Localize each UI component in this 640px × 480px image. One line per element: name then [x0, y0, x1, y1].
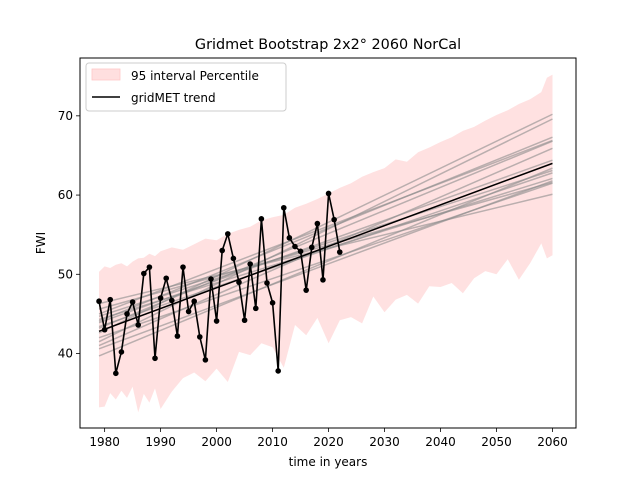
- observed-point-2001: [219, 247, 225, 254]
- observed-point-1994: [180, 264, 186, 270]
- observed-point-2000: [213, 318, 220, 324]
- plot-area: [96, 74, 553, 413]
- y-tick-label-40: 40: [58, 347, 73, 361]
- observed-point-1979: [96, 298, 102, 305]
- x-axis-label: time in years: [289, 455, 368, 469]
- y-tick-label-60: 60: [58, 188, 73, 202]
- legend-label-band: 95 interval Percentile: [131, 69, 259, 83]
- observed-point-1986: [135, 322, 142, 328]
- observed-point-2015: [297, 248, 304, 255]
- x-tick-label-2040: 2040: [425, 435, 456, 449]
- observed-point-2021: [331, 216, 337, 223]
- observed-point-2004: [236, 279, 242, 286]
- observed-point-2020: [325, 190, 332, 197]
- x-axis: 1980 1990 2000 2010 2020 2030 2040 2050 2060: [89, 428, 568, 449]
- observed-point-2017: [308, 244, 315, 251]
- x-tick-label-2010: 2010: [257, 435, 288, 449]
- observed-point-2013: [286, 235, 293, 241]
- observed-point-1981: [107, 296, 114, 303]
- observed-point-1989: [152, 355, 158, 362]
- x-tick-label-2050: 2050: [481, 435, 512, 449]
- x-tick-label-1980: 1980: [89, 435, 120, 449]
- x-tick-label-2030: 2030: [369, 435, 400, 449]
- observed-point-2010: [269, 300, 276, 306]
- observed-point-2018: [314, 220, 321, 227]
- observed-point-2002: [224, 231, 231, 237]
- x-tick-label-2020: 2020: [313, 435, 344, 449]
- observed-point-1996: [191, 298, 198, 305]
- observed-point-1985: [129, 299, 136, 305]
- observed-point-2019: [320, 277, 326, 283]
- observed-point-2022: [336, 249, 343, 255]
- observed-point-2003: [230, 255, 237, 262]
- observed-point-1995: [185, 308, 192, 315]
- bootstrap-trend-line-10: [98, 172, 553, 328]
- observed-point-2007: [252, 305, 259, 312]
- observed-point-2008: [258, 216, 265, 222]
- bootstrap-trend-line-14: [98, 182, 553, 339]
- observed-point-1998: [202, 357, 209, 363]
- observed-point-2009: [264, 280, 270, 286]
- y-tick-label-50: 50: [58, 267, 73, 281]
- observed-point-1984: [124, 311, 130, 317]
- observed-point-1988: [146, 264, 153, 270]
- observed-point-1997: [197, 334, 203, 340]
- axes-frame: [79, 57, 577, 429]
- observed-point-1987: [141, 270, 147, 277]
- observed-point-1990: [157, 295, 164, 301]
- bootstrap-trend-line-8: [98, 167, 553, 357]
- x-tick-label-1990: 1990: [145, 435, 176, 449]
- observed-point-2005: [241, 317, 248, 324]
- observed-point-1991: [163, 275, 170, 282]
- legend-label-trend: gridMET trend: [131, 91, 216, 105]
- observed-point-1980: [101, 326, 108, 333]
- observed-point-1982: [113, 370, 119, 377]
- y-axis-label: FWI: [34, 232, 48, 254]
- y-axis: 40 50 60 70: [58, 109, 80, 361]
- observed-point-1983: [118, 349, 125, 355]
- legend-box: [85, 62, 287, 112]
- observed-point-2016: [303, 287, 309, 293]
- legend: 95 interval Percentile gridMET trend: [85, 62, 287, 112]
- x-tick-label-2000: 2000: [201, 435, 232, 449]
- x-tick-label-2060: 2060: [537, 435, 568, 449]
- observed-point-1999: [208, 276, 214, 282]
- observed-point-1992: [169, 297, 175, 304]
- chart-title: Gridmet Bootstrap 2x2° 2060 NorCal: [195, 37, 461, 53]
- observed-point-2006: [247, 261, 253, 267]
- observed-point-2012: [280, 204, 287, 211]
- observed-point-2011: [275, 368, 281, 374]
- legend-band-swatch: [91, 68, 121, 81]
- observed-point-1993: [174, 333, 181, 339]
- y-tick-label-70: 70: [58, 109, 73, 123]
- observed-point-2014: [292, 243, 298, 250]
